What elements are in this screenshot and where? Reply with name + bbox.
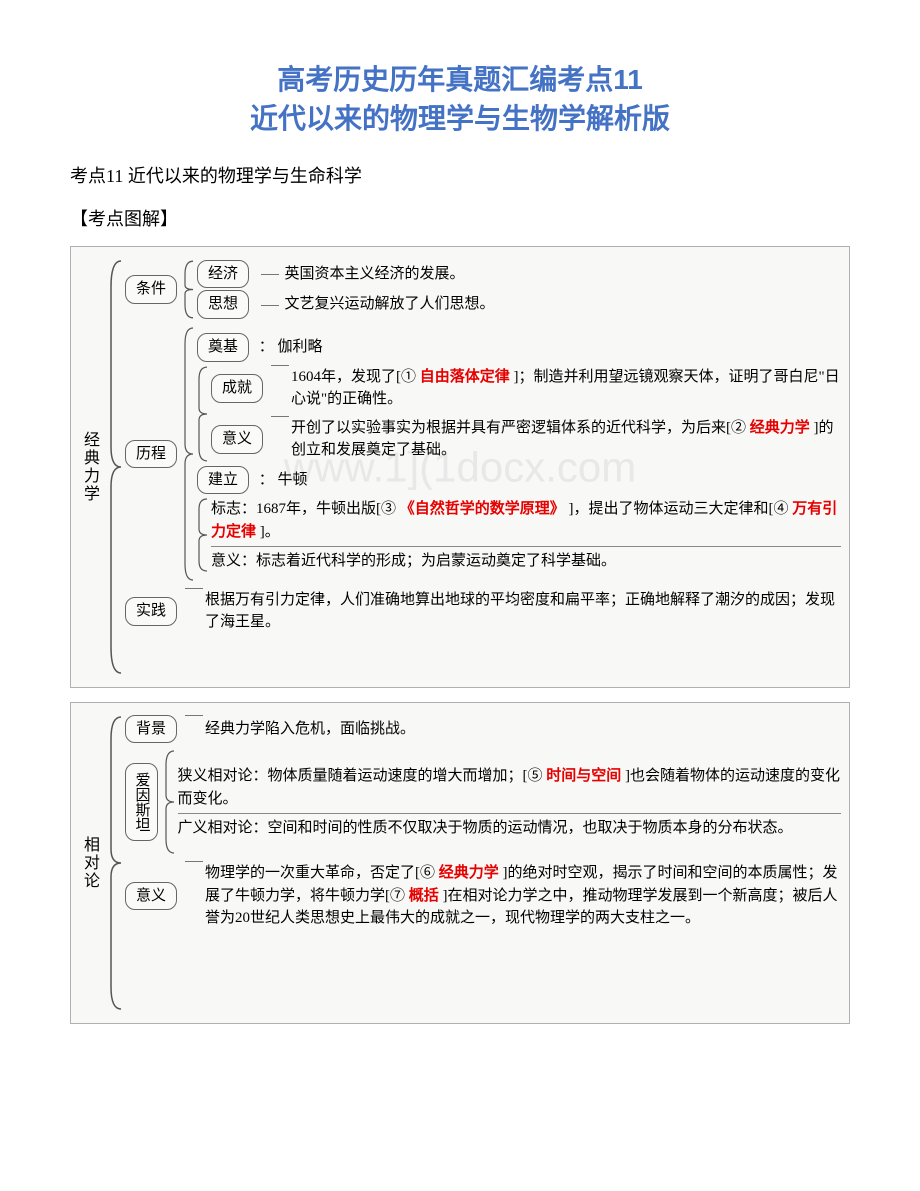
branch-label-conditions: 条件 (125, 275, 177, 304)
highlight-classical-mech-2: 经典力学 (439, 865, 499, 881)
text-galileo: 伽利略 (278, 339, 323, 355)
highlight-generalize: 概括 (409, 888, 439, 904)
curly-brace-icon (197, 495, 211, 575)
curly-brace-icon (183, 324, 197, 584)
sublabel-establish: 建立 (197, 466, 249, 495)
text-economy: 英国资本主义经济的发展。 (285, 266, 465, 282)
highlight-freefall: 自由落体定律 (420, 369, 510, 385)
highlight-principia: 《自然哲学的数学原理》 (400, 501, 565, 517)
text-general-relativity: 广义相对论：空间和时间的性质不仅取决于物质的运动情况，也取决于物质本身的分布状态… (178, 816, 842, 841)
section-label: 【考点图解】 (70, 205, 850, 234)
highlight-time-space: 时间与空间 (546, 768, 621, 784)
sublabel-foundation: 奠基 (197, 333, 249, 362)
sublabel-significance: 意义 (211, 425, 263, 454)
topic-subtitle: 考点11 近代以来的物理学与生命科学 (70, 162, 850, 191)
text-achievement: 1604年，发现了[① 自由落体定律 ]；制造并利用望远镜观察天体，证明了哥白尼… (291, 365, 841, 412)
text-background: 经典力学陷入危机，面临挑战。 (205, 717, 841, 742)
sublabel-achievement: 成就 (211, 374, 263, 403)
text-relativity-significance: 物理学的一次重大革命，否定了[⑥ 经典力学 ]的绝对时空观，揭示了时间和空间的本… (205, 861, 841, 931)
text-special-relativity: 狭义相对论：物体质量随着运动速度的增大而增加；[⑤ 时间与空间 ]也会随着物体的… (178, 764, 842, 811)
diagram-classical-mechanics: www.1](1docx.com 经典力学 条件 经济 (70, 246, 850, 688)
sublabel-economy: 经济 (197, 260, 249, 289)
text-significance-2: 意义：标志着近代科学的形成；为启蒙运动奠定了科学基础。 (211, 549, 841, 574)
root-label-relativity: 相对论 (77, 836, 101, 890)
text-mark: 标志：1687年，牛顿出版[③ 《自然哲学的数学原理》 ]，提出了物体运动三大定… (211, 497, 841, 544)
curly-brace-icon (183, 259, 197, 320)
text-practice: 根据万有引力定律，人们准确地算出地球的平均密度和扁平率；正确地解释了潮汐的成因；… (205, 588, 841, 635)
diagram-relativity: 相对论 背景 经典力学陷入危机，面临挑战。 爱因斯坦 (70, 702, 850, 1024)
text-newton: 牛顿 (278, 472, 308, 488)
curly-brace-icon (197, 363, 211, 465)
highlight-classical-mech: 经典力学 (750, 420, 810, 436)
curly-brace-icon (164, 747, 178, 857)
text-significance-1: 开创了以实验事实为根据并具有严密逻辑体系的近代科学，为后来[② 经典力学 ]的创… (291, 416, 841, 463)
branch-label-significance: 意义 (125, 882, 177, 911)
root-label-classical: 经典力学 (77, 431, 101, 503)
branch-label-practice: 实践 (125, 597, 177, 626)
curly-brace-icon (107, 713, 125, 1013)
text-thought: 文艺复兴运动解放了人们思想。 (285, 296, 495, 312)
curly-brace-icon (107, 257, 125, 677)
page-title: 高考历史历年真题汇编考点11 近代以来的物理学与生物学解析版 (70, 60, 850, 138)
sublabel-thought: 思想 (197, 290, 249, 319)
title-line-2: 近代以来的物理学与生物学解析版 (70, 99, 850, 138)
branch-label-background: 背景 (125, 715, 177, 744)
branch-label-process: 历程 (125, 440, 177, 469)
title-line-1: 高考历史历年真题汇编考点11 (70, 60, 850, 99)
branch-label-einstein: 爱因斯坦 (125, 763, 158, 841)
